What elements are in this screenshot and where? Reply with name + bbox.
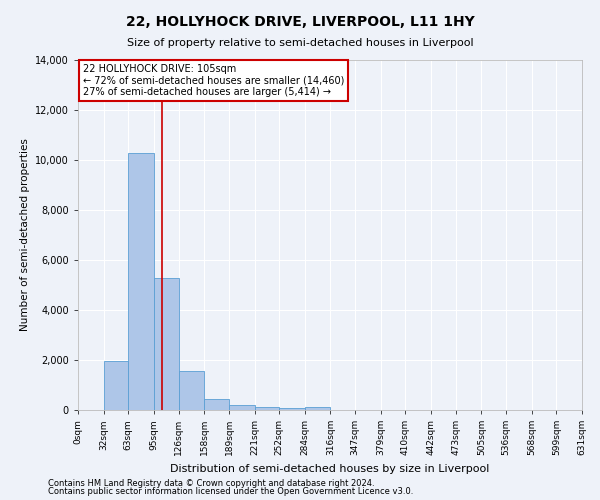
Text: Size of property relative to semi-detached houses in Liverpool: Size of property relative to semi-detach… bbox=[127, 38, 473, 48]
Text: Contains public sector information licensed under the Open Government Licence v3: Contains public sector information licen… bbox=[48, 487, 413, 496]
Bar bbox=[305, 407, 331, 410]
Text: Contains HM Land Registry data © Crown copyright and database right 2024.: Contains HM Land Registry data © Crown c… bbox=[48, 478, 374, 488]
Bar bbox=[128, 152, 154, 410]
Bar bbox=[179, 371, 204, 410]
Text: 22 HOLLYHOCK DRIVE: 105sqm
← 72% of semi-detached houses are smaller (14,460)
27: 22 HOLLYHOCK DRIVE: 105sqm ← 72% of semi… bbox=[83, 64, 344, 96]
X-axis label: Distribution of semi-detached houses by size in Liverpool: Distribution of semi-detached houses by … bbox=[170, 464, 490, 473]
Bar bbox=[254, 407, 279, 410]
Text: 22, HOLLYHOCK DRIVE, LIVERPOOL, L11 1HY: 22, HOLLYHOCK DRIVE, LIVERPOOL, L11 1HY bbox=[125, 15, 475, 29]
Bar bbox=[279, 408, 305, 410]
Bar bbox=[154, 278, 179, 410]
Bar bbox=[229, 405, 254, 410]
Bar bbox=[104, 361, 128, 410]
Bar bbox=[204, 399, 229, 410]
Y-axis label: Number of semi-detached properties: Number of semi-detached properties bbox=[20, 138, 29, 332]
